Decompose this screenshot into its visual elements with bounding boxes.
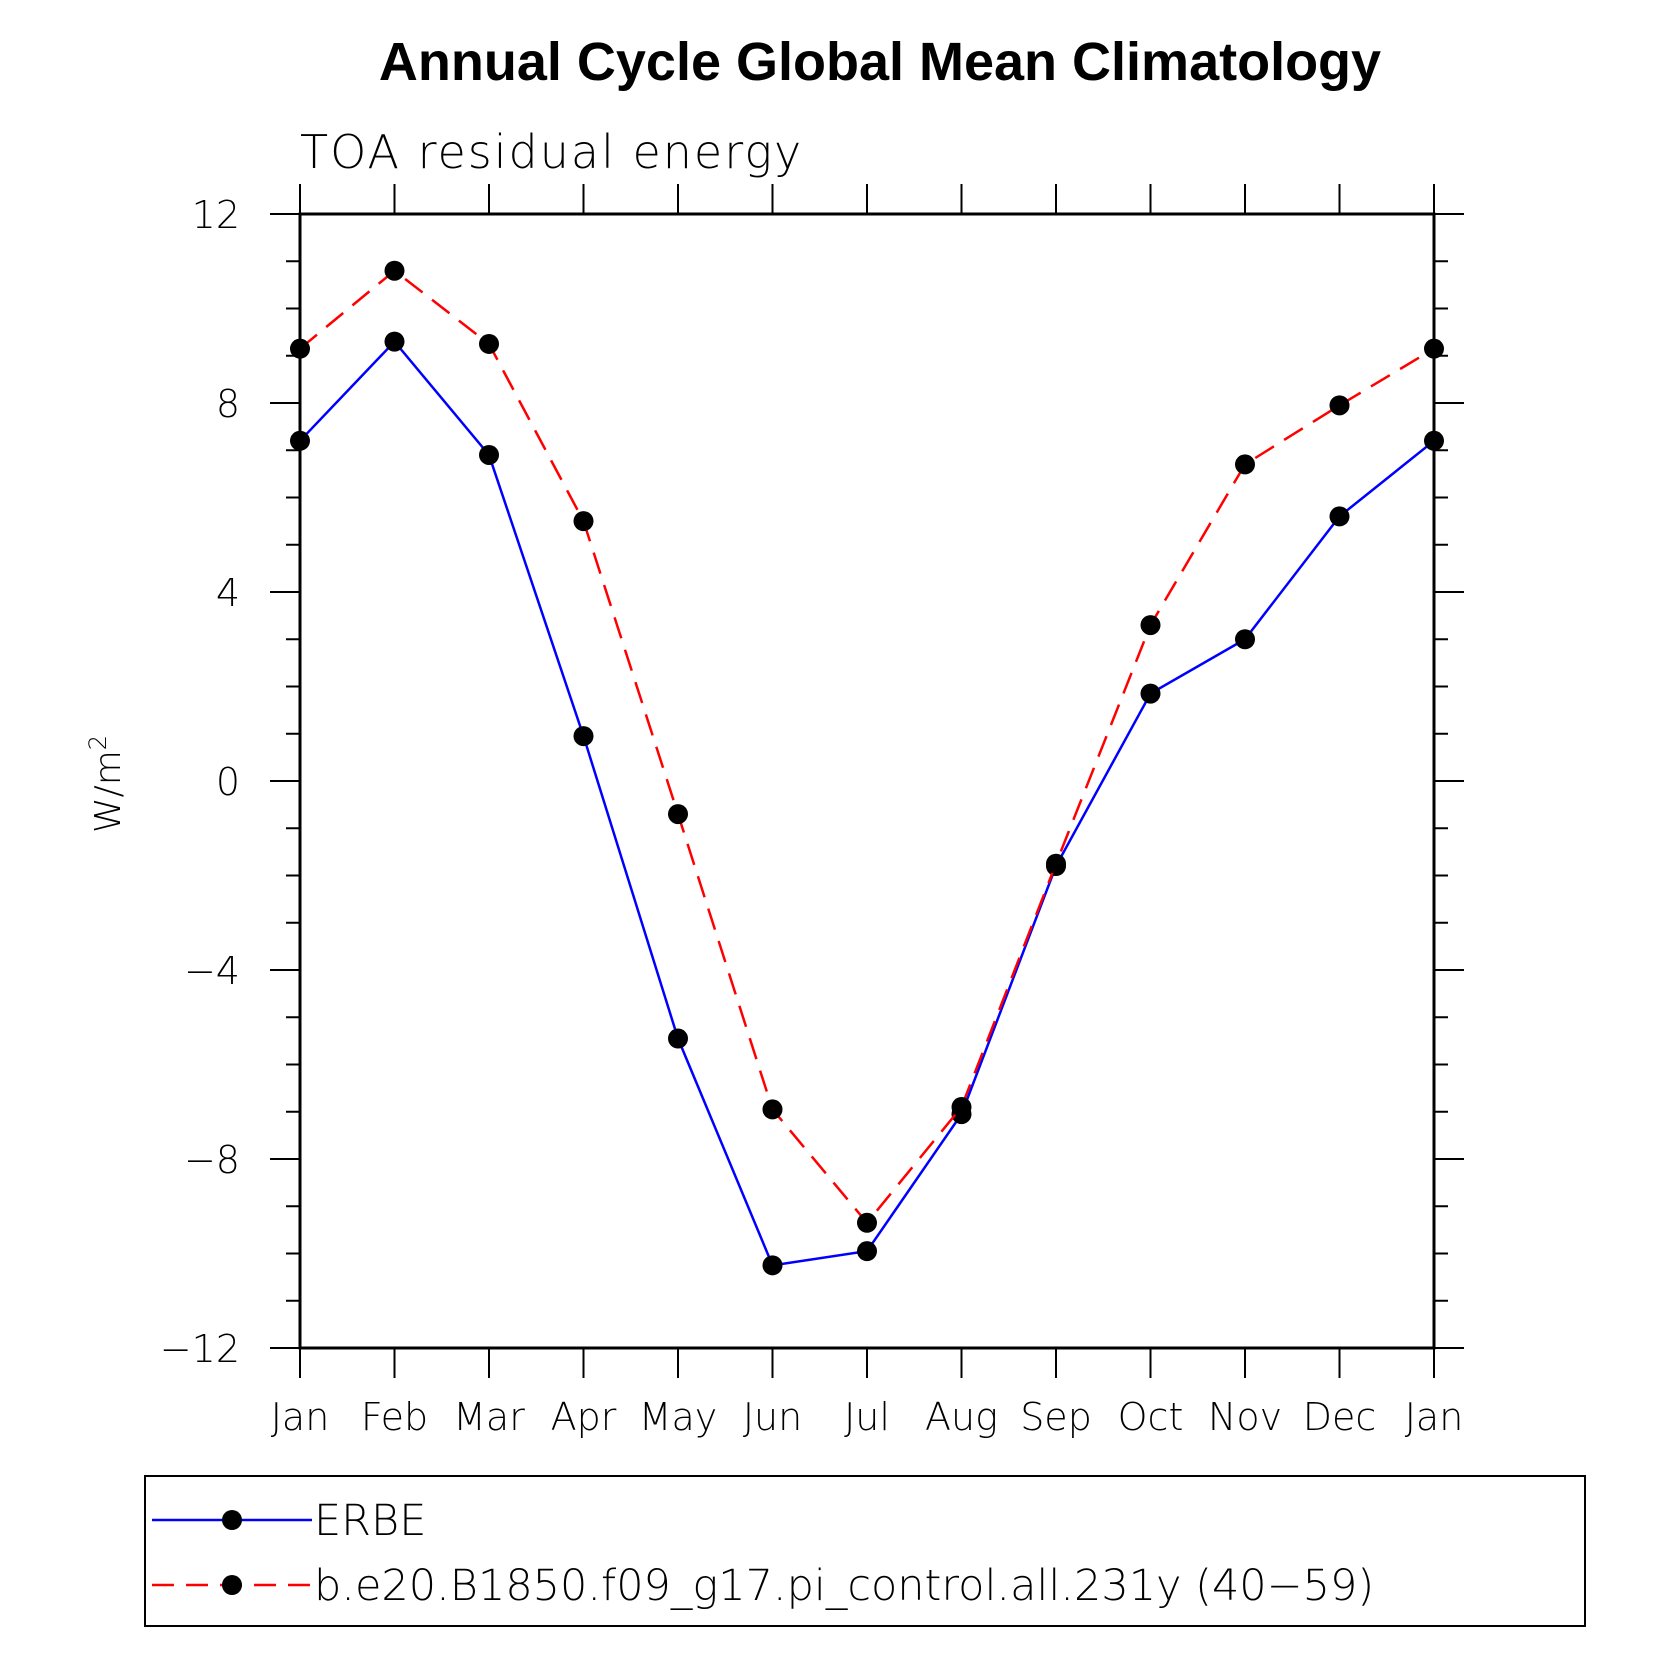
data-point: [1046, 853, 1066, 874]
legend-marker: [222, 1575, 242, 1595]
x-axis: Jan Feb Mar Apr May Jun Jul Aug Sep Oct Nov Dec Jan: [271, 184, 1464, 1439]
x-tick-label: Jun: [743, 1395, 802, 1439]
data-point: [668, 804, 688, 825]
legend-marker: [222, 1510, 242, 1530]
data-point: [290, 430, 310, 451]
data-point: [1329, 506, 1350, 527]
y-axis: 12 8 4 0 −4 −8 −12: [160, 193, 1464, 1371]
data-point: [951, 1097, 972, 1118]
y-tick-label: 0: [216, 760, 240, 804]
y-axis-title-superscript: 2: [84, 735, 112, 750]
y-tick-label: −12: [160, 1327, 240, 1371]
x-tick-label: Sep: [1020, 1395, 1092, 1439]
series-2: [290, 260, 1444, 1233]
y-tick-label: 8: [216, 382, 240, 426]
data-point: [668, 1028, 688, 1049]
series-1: [290, 331, 1444, 1276]
y-tick-label: 12: [192, 193, 240, 237]
plot-frame: [298, 212, 1436, 1350]
data-point: [1235, 629, 1255, 650]
data-point: [479, 333, 499, 354]
legend-label: b.e20.B1850.f09_g17.pi_control.all.231y …: [314, 1561, 1374, 1611]
y-axis-title-text: W/m: [88, 750, 129, 833]
x-tick-label: Apr: [551, 1395, 617, 1439]
data-point: [573, 726, 594, 747]
data-point: [762, 1255, 783, 1276]
legend-box: [144, 1475, 1586, 1627]
x-tick-label: Aug: [925, 1395, 998, 1439]
series-line: [299, 339, 1435, 1267]
data-point: [1140, 615, 1161, 636]
data-point: [762, 1099, 783, 1120]
data-point: [1424, 430, 1444, 451]
series-line: [299, 269, 1435, 1225]
data-point: [384, 331, 405, 352]
data-point: [857, 1212, 877, 1233]
y-axis-title: W/m2: [84, 735, 129, 833]
data-point: [573, 511, 594, 532]
x-tick-label: Jan: [271, 1395, 330, 1439]
data-point: [857, 1241, 877, 1262]
y-tick-label: −8: [184, 1138, 240, 1182]
x-tick-label: Dec: [1303, 1395, 1377, 1439]
x-tick-label: Mar: [453, 1395, 525, 1439]
plot-border: [298, 212, 1436, 1350]
x-tick-label: Jan: [1405, 1395, 1464, 1439]
data-point: [1235, 454, 1255, 475]
data-point: [1424, 338, 1444, 359]
x-tick-label: Nov: [1208, 1395, 1282, 1439]
y-tick-label: 4: [216, 571, 240, 615]
x-tick-label: Jul: [844, 1395, 890, 1439]
legend: ERBE b.e20.B1850.f09_g17.pi_control.all.2…: [144, 1475, 1586, 1627]
chart-subtitle: TOA residual energy: [300, 125, 803, 179]
data-point: [1140, 683, 1161, 704]
data-point: [384, 260, 405, 281]
chart-title: Annual Cycle Global Mean Climatology: [379, 32, 1381, 92]
svg-text:W/m2: W/m2: [84, 735, 129, 833]
x-tick-label: Oct: [1118, 1395, 1184, 1439]
plot-series: [290, 260, 1444, 1276]
data-point: [479, 444, 499, 465]
x-tick-label: Feb: [361, 1395, 428, 1439]
legend-label: ERBE: [314, 1496, 426, 1546]
x-tick-label: May: [639, 1395, 718, 1439]
data-point: [1329, 395, 1350, 416]
y-tick-label: −4: [184, 949, 240, 993]
data-point: [290, 338, 310, 359]
